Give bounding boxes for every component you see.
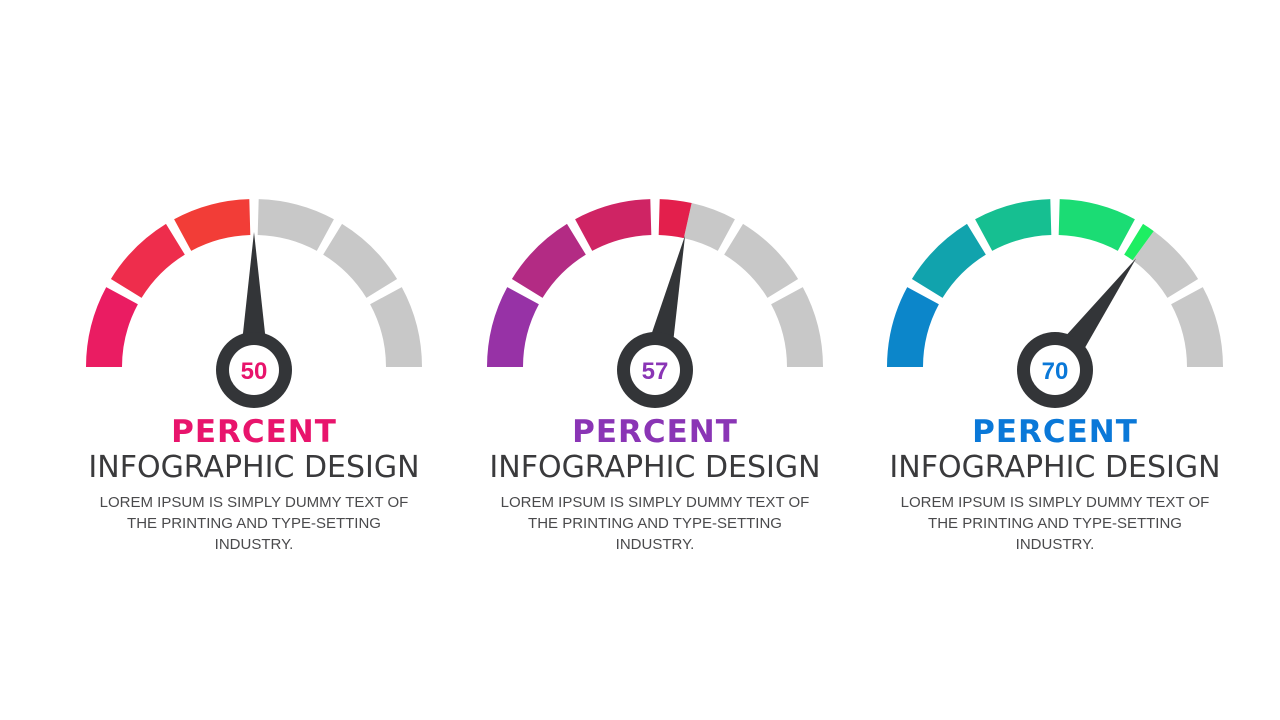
gauge-segment-inactive bbox=[683, 203, 735, 251]
gauge-title: PERCENT bbox=[171, 414, 337, 450]
gauge-value-label: 57 bbox=[642, 358, 669, 385]
gauge-segment-active bbox=[174, 199, 251, 251]
gauge-segment-active bbox=[86, 287, 138, 367]
gauge-segment-active bbox=[575, 199, 652, 251]
gauge-description: LOREM IPSUM IS SIMPLY DUMMY TEXT OF THE … bbox=[900, 494, 1210, 553]
gauge-dial: 50 bbox=[86, 199, 422, 408]
gauge-segment-inactive bbox=[323, 223, 398, 298]
gauge-dial: 57 bbox=[487, 199, 823, 408]
gauge-subtitle: INFOGRAPHIC DESIGN bbox=[489, 450, 821, 485]
gauge-segment-active bbox=[511, 223, 586, 298]
gauge-segment-active bbox=[887, 287, 939, 367]
gauge-segment-inactive bbox=[771, 287, 823, 367]
gauge-title: PERCENT bbox=[572, 414, 738, 450]
gauge-card-2: 57 PERCENT INFOGRAPHIC DESIGN LOREM IPSU… bbox=[475, 170, 835, 570]
gauge-subtitle: INFOGRAPHIC DESIGN bbox=[889, 450, 1221, 485]
gauge-subtitle: INFOGRAPHIC DESIGN bbox=[88, 450, 420, 485]
gauge-card-1: 50 PERCENT INFOGRAPHIC DESIGN LOREM IPSU… bbox=[74, 170, 434, 570]
gauge-description: LOREM IPSUM IS SIMPLY DUMMY TEXT OF THE … bbox=[500, 494, 810, 553]
gauge-dial: 70 bbox=[887, 199, 1223, 408]
gauge-segment-inactive bbox=[724, 223, 799, 298]
gauge-segment-active bbox=[658, 199, 692, 239]
gauge-segment-active bbox=[911, 223, 986, 298]
gauge-card-3: 70 PERCENT INFOGRAPHIC DESIGN LOREM IPSU… bbox=[875, 170, 1235, 570]
gauge-segment-inactive bbox=[1132, 231, 1199, 298]
gauge-title: PERCENT bbox=[972, 414, 1138, 450]
gauge-value-label: 70 bbox=[1042, 358, 1069, 385]
gauge-hub-center bbox=[1030, 345, 1080, 395]
gauge-value-label: 50 bbox=[241, 358, 268, 385]
gauge-segment-active bbox=[1058, 199, 1135, 251]
gauge-hub-center bbox=[630, 345, 680, 395]
gauge-description: LOREM IPSUM IS SIMPLY DUMMY TEXT OF THE … bbox=[99, 494, 409, 553]
gauge-hub-center bbox=[229, 345, 279, 395]
gauge-segment-inactive bbox=[257, 199, 334, 251]
gauge-segment-active bbox=[110, 223, 185, 298]
gauge-segment-active bbox=[487, 287, 539, 367]
gauge-segment-inactive bbox=[370, 287, 422, 367]
gauge-segment-active bbox=[1124, 223, 1154, 261]
gauge-segment-active bbox=[975, 199, 1052, 251]
gauge-segment-inactive bbox=[1171, 287, 1223, 367]
